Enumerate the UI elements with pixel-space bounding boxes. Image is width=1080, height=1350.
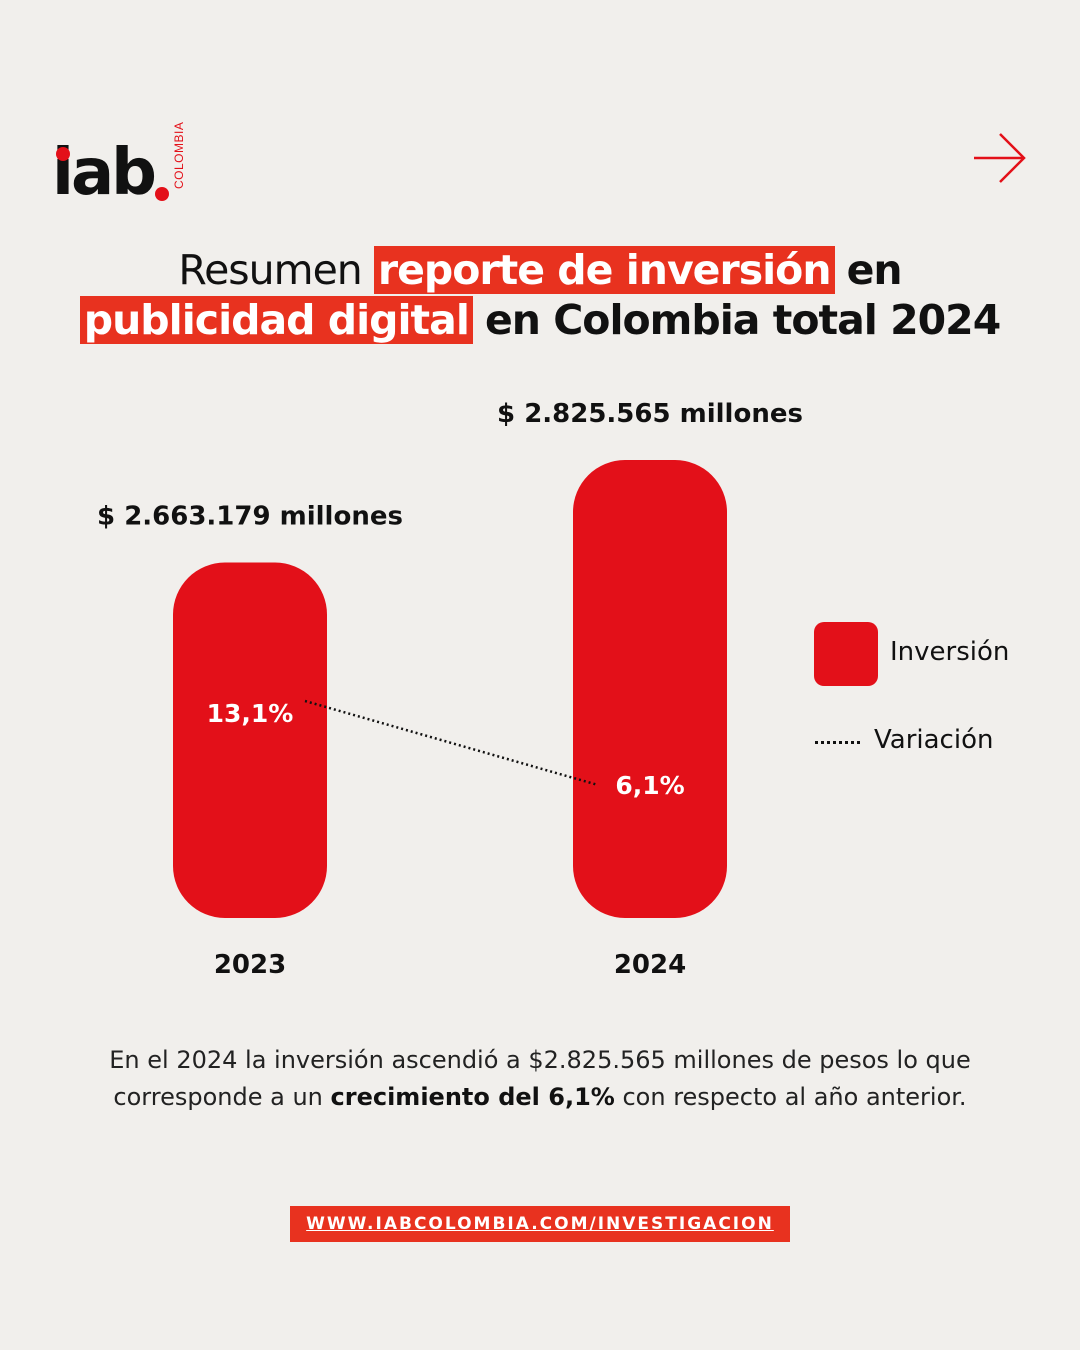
legend-label-variacion: Variación <box>874 725 994 755</box>
variation-label-2024: 6,1% <box>615 771 684 800</box>
variation-label-2023: 13,1% <box>207 699 294 728</box>
category-label-2024: 2024 <box>614 950 686 980</box>
research-link[interactable]: WWW.IABCOLOMBIA.COM/INVESTIGACION <box>290 1206 790 1242</box>
arrow-right-icon[interactable] <box>970 130 1030 186</box>
title-part-2: en <box>846 246 903 294</box>
title-part-3: en Colombia total 2024 <box>484 296 1001 344</box>
description-part-1: En el 2024 la inversión ascendió a $2.82… <box>109 1046 971 1111</box>
legend-dotted-line-icon <box>815 741 860 744</box>
variation-line <box>304 699 599 787</box>
bar-2024 <box>573 460 727 918</box>
logo-i-dot <box>56 147 70 161</box>
legend-label-inversion: Inversión <box>890 637 1010 667</box>
logo-dot <box>155 187 169 201</box>
description-text: En el 2024 la inversión ascendió a $2.82… <box>60 1042 1020 1116</box>
logo-wordmark: iab <box>52 136 157 210</box>
page-title: Resumen reporte de inversión en publicid… <box>40 245 1040 345</box>
bar-2023 <box>173 562 327 918</box>
bar-value-label-2024: $ 2.825.565 millones <box>497 399 803 429</box>
title-highlight-1: reporte de inversión <box>373 246 835 294</box>
description-part-2: con respecto al año anterior. <box>622 1083 967 1111</box>
title-part-1: Resumen <box>178 246 362 294</box>
logo-subtitle: COLOMBIA <box>172 121 186 189</box>
category-label-2023: 2023 <box>214 950 286 980</box>
legend-swatch-inversion <box>814 622 878 686</box>
bar-value-label-2023: $ 2.663.179 millones <box>97 502 403 532</box>
description-bold: crecimiento del 6,1% <box>330 1083 615 1111</box>
iab-colombia-logo: iab COLOMBIA <box>52 105 186 215</box>
title-highlight-2: publicidad digital <box>79 296 473 344</box>
